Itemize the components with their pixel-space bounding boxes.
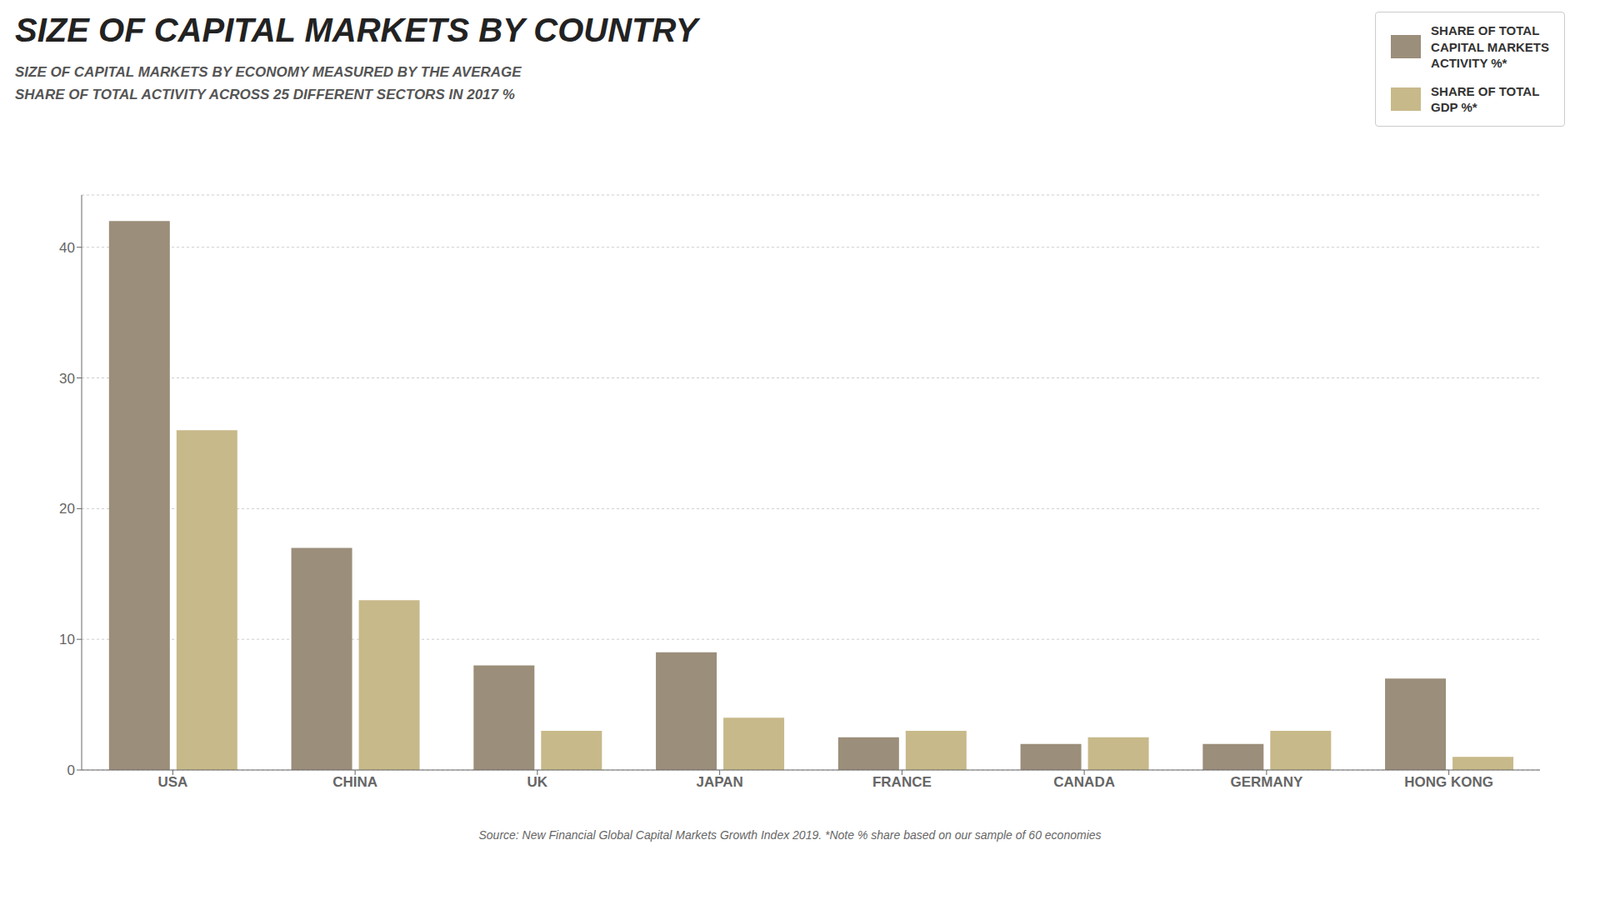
svg-text:HONG KONG: HONG KONG xyxy=(1404,774,1494,790)
html-text:SIZE OF CAPITAL MARKETS BY ECO: SIZE OF CAPITAL MARKETS BY ECONOMY MEASU… xyxy=(15,64,522,103)
svg-text:USA: USA xyxy=(157,774,188,790)
svg-text:20: 20 xyxy=(59,500,75,517)
svg-text:0: 0 xyxy=(67,762,75,779)
html-text:Source: New Financial Global C: Source: New Financial Global Capital Mar… xyxy=(478,828,1102,842)
svg-text:10: 10 xyxy=(59,631,75,648)
html-text:SHARE OF TOTAL CAPITAL MARKETS: SHARE OF TOTAL CAPITAL MARKETS ACTIVITY … xyxy=(1430,23,1550,70)
svg-text:30: 30 xyxy=(59,370,75,387)
svg-text:FRANCE: FRANCE xyxy=(872,774,932,790)
svg-text:40: 40 xyxy=(59,240,75,256)
svg-text:JAPAN: JAPAN xyxy=(695,774,743,790)
html-text:SHARE OF TOTAL GDP %*: SHARE OF TOTAL GDP %* xyxy=(1430,83,1540,115)
svg-text:UK: UK xyxy=(527,774,549,790)
html-text:SIZE OF CAPITAL MARKETS BY COU: SIZE OF CAPITAL MARKETS BY COUNTRY xyxy=(15,11,698,49)
svg-text:CANADA: CANADA xyxy=(1053,774,1115,790)
svg-text:GERMANY: GERMANY xyxy=(1230,774,1304,790)
svg-text:CHINA: CHINA xyxy=(332,774,378,790)
